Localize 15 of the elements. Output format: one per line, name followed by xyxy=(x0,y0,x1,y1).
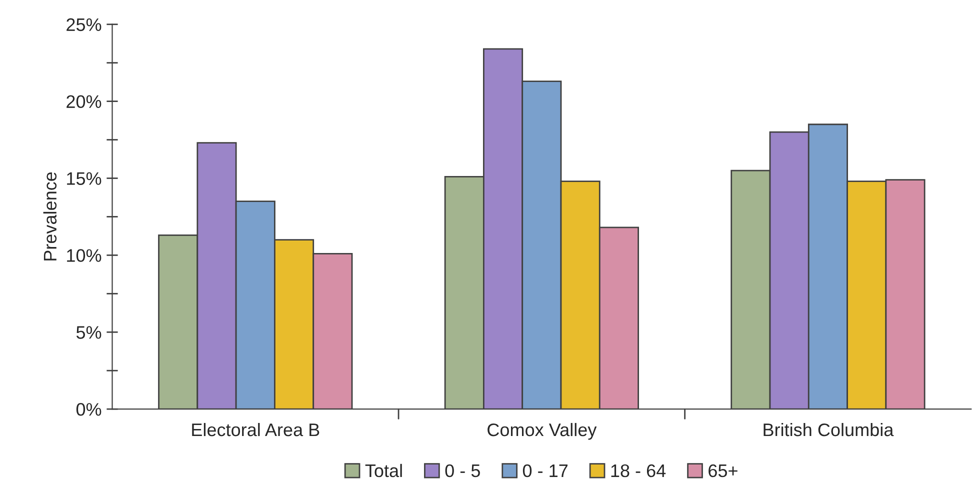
y-tick-label: 20% xyxy=(66,95,102,108)
y-tick-label: 10% xyxy=(67,249,102,262)
x-tick-label: Electoral Area B xyxy=(192,422,320,436)
legend-label: 18 - 64 xyxy=(611,464,666,478)
legend-label: 0 - 17 xyxy=(522,464,568,478)
x-tick-label: Comox Valley xyxy=(488,422,597,440)
y-tick-label: 0% xyxy=(76,403,102,416)
x-tick-label: British Columbia xyxy=(764,422,894,436)
y-tick-label: 5% xyxy=(76,326,102,339)
legend-label: Total xyxy=(365,464,402,478)
y-tick-label: 15% xyxy=(67,172,102,185)
legend-label: 0 - 5 xyxy=(445,464,480,478)
y-tick-label: 25% xyxy=(66,18,102,32)
y-axis-title: Prevalence xyxy=(43,172,57,260)
legend-label: 65+ xyxy=(708,464,738,478)
